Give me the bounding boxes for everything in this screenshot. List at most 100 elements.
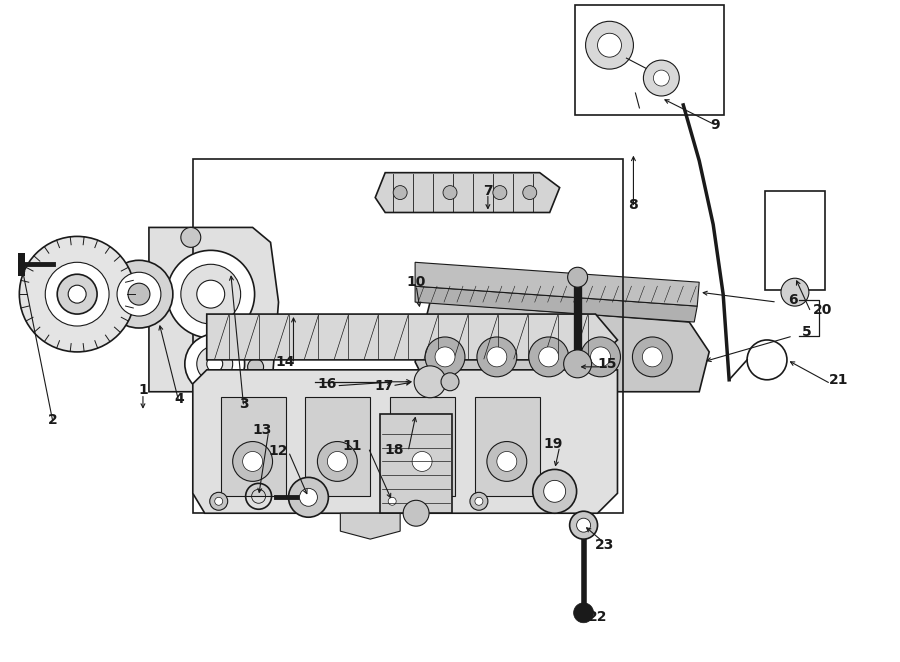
Circle shape (653, 70, 670, 86)
Circle shape (425, 337, 465, 377)
Circle shape (523, 185, 536, 199)
Text: 7: 7 (483, 183, 492, 197)
Text: 22: 22 (588, 610, 608, 624)
Circle shape (781, 278, 809, 306)
Circle shape (533, 469, 577, 513)
Text: 10: 10 (407, 275, 426, 289)
Circle shape (128, 283, 150, 305)
Polygon shape (415, 302, 709, 392)
Text: 4: 4 (174, 392, 184, 406)
Text: 23: 23 (595, 538, 614, 552)
Polygon shape (340, 513, 400, 539)
Circle shape (68, 285, 86, 303)
Polygon shape (415, 262, 699, 306)
Text: 16: 16 (318, 377, 338, 391)
Circle shape (393, 185, 407, 199)
Text: 12: 12 (269, 444, 288, 459)
Circle shape (643, 347, 662, 367)
Circle shape (302, 497, 310, 505)
Circle shape (383, 493, 401, 510)
Text: 1: 1 (138, 383, 148, 397)
Polygon shape (415, 286, 698, 322)
Circle shape (544, 481, 565, 502)
Text: 9: 9 (710, 118, 720, 132)
Circle shape (388, 497, 396, 505)
Circle shape (598, 33, 622, 57)
Circle shape (529, 337, 569, 377)
Circle shape (105, 260, 173, 328)
Circle shape (19, 236, 135, 352)
Circle shape (487, 347, 507, 367)
Text: 2: 2 (49, 412, 58, 426)
Circle shape (443, 185, 457, 199)
Circle shape (403, 500, 429, 526)
Circle shape (197, 280, 225, 308)
Circle shape (318, 442, 357, 481)
Circle shape (414, 366, 446, 398)
Circle shape (470, 493, 488, 510)
Text: 6: 6 (788, 293, 797, 307)
Circle shape (210, 493, 228, 510)
Bar (391, 397, 455, 496)
Circle shape (296, 493, 314, 510)
Circle shape (539, 347, 559, 367)
Polygon shape (207, 314, 617, 360)
Text: 15: 15 (598, 357, 617, 371)
Bar (305, 397, 370, 496)
Circle shape (573, 603, 594, 623)
Bar (193, 159, 624, 513)
Circle shape (475, 497, 483, 505)
Circle shape (166, 250, 255, 338)
Circle shape (207, 356, 222, 372)
Circle shape (300, 489, 318, 506)
Bar (765, 191, 824, 290)
Bar (380, 414, 452, 513)
Circle shape (590, 347, 610, 367)
Circle shape (441, 373, 459, 391)
Circle shape (117, 272, 161, 316)
Circle shape (435, 347, 455, 367)
Polygon shape (375, 173, 560, 213)
Circle shape (402, 442, 442, 481)
Circle shape (233, 442, 273, 481)
Circle shape (633, 337, 672, 377)
Text: 17: 17 (374, 379, 394, 393)
Circle shape (553, 493, 571, 510)
Circle shape (184, 334, 245, 394)
Text: 21: 21 (829, 373, 849, 387)
Circle shape (477, 337, 517, 377)
Circle shape (412, 451, 432, 471)
Text: 11: 11 (343, 438, 362, 453)
Circle shape (493, 185, 507, 199)
Text: 19: 19 (543, 436, 562, 451)
Circle shape (644, 60, 680, 96)
Circle shape (577, 518, 590, 532)
Circle shape (563, 350, 591, 378)
Bar (475, 397, 540, 496)
Circle shape (197, 346, 233, 382)
Polygon shape (193, 370, 617, 513)
Circle shape (215, 497, 222, 505)
Circle shape (181, 228, 201, 248)
Text: 20: 20 (814, 303, 832, 317)
Circle shape (58, 274, 97, 314)
Circle shape (243, 451, 263, 471)
Circle shape (570, 511, 598, 539)
Circle shape (568, 267, 588, 287)
Text: 5: 5 (802, 325, 812, 339)
Text: 13: 13 (253, 422, 273, 436)
Text: 3: 3 (238, 397, 248, 410)
Circle shape (45, 262, 109, 326)
Circle shape (497, 451, 517, 471)
Circle shape (558, 497, 565, 505)
Circle shape (248, 359, 264, 375)
Bar (574, 5, 725, 115)
Text: 18: 18 (384, 442, 404, 457)
Circle shape (289, 477, 328, 517)
Circle shape (328, 451, 347, 471)
Text: 8: 8 (628, 197, 638, 212)
Polygon shape (148, 228, 278, 392)
Circle shape (181, 264, 240, 324)
Circle shape (580, 337, 620, 377)
Text: 14: 14 (275, 355, 295, 369)
